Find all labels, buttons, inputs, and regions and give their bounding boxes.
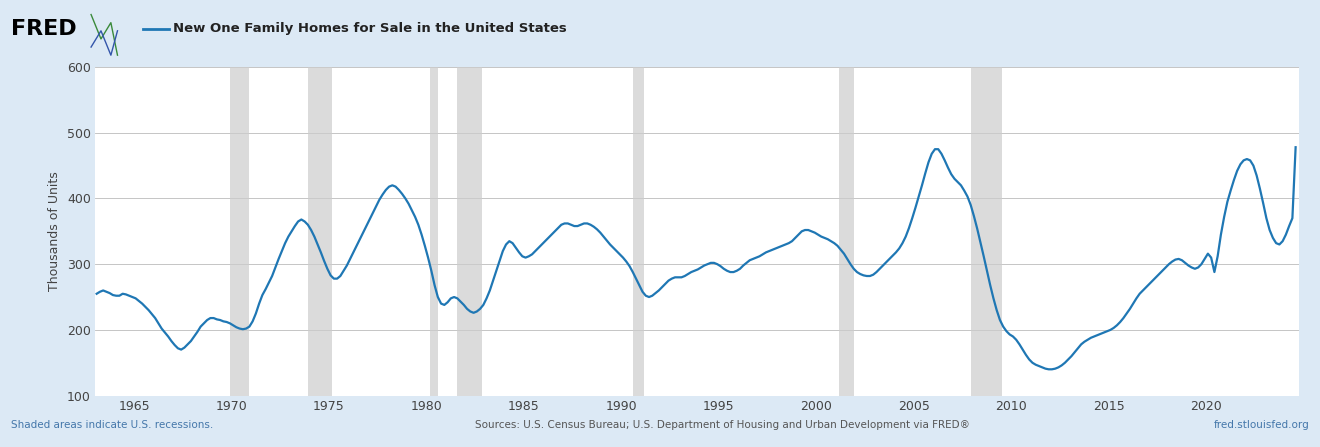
Bar <box>840 67 854 396</box>
Text: Shaded areas indicate U.S. recessions.: Shaded areas indicate U.S. recessions. <box>11 420 213 430</box>
Bar <box>632 67 644 396</box>
Text: New One Family Homes for Sale in the United States: New One Family Homes for Sale in the Uni… <box>173 22 566 35</box>
Bar <box>230 67 249 396</box>
Text: FRED: FRED <box>11 19 77 39</box>
Bar <box>970 67 1002 396</box>
Text: Sources: U.S. Census Bureau; U.S. Department of Housing and Urban Development vi: Sources: U.S. Census Bureau; U.S. Depart… <box>475 420 970 430</box>
Text: fred.stlouisfed.org: fred.stlouisfed.org <box>1213 420 1309 430</box>
Y-axis label: Thousands of Units: Thousands of Units <box>49 172 61 291</box>
Bar <box>308 67 333 396</box>
Bar <box>457 67 482 396</box>
Bar <box>430 67 438 396</box>
